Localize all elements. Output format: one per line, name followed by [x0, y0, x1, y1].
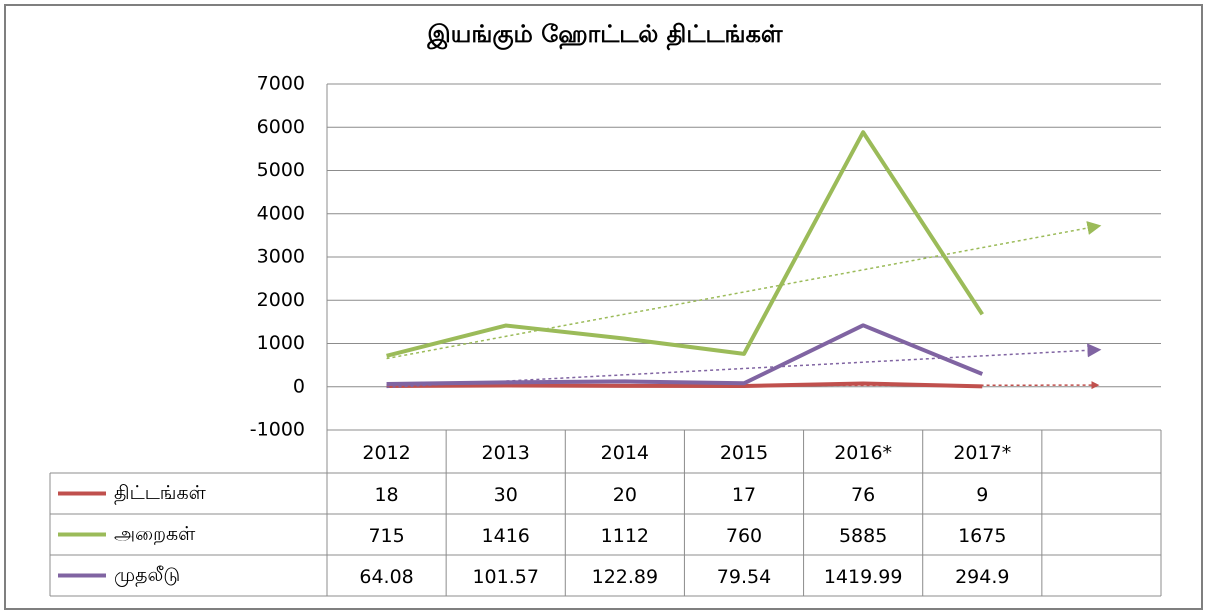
table-value: 1112	[601, 525, 649, 547]
table-value: 30	[494, 484, 518, 506]
legend-label: அறைகள்	[114, 523, 196, 545]
table-value: 79.54	[717, 566, 771, 588]
y-tick-label: 7000	[257, 73, 305, 95]
x-tick-label: 2017*	[953, 442, 1011, 464]
x-tick-label: 2016*	[834, 442, 892, 464]
table-value: 1675	[958, 525, 1006, 547]
frame	[4, 4, 1203, 610]
y-tick-label: 6000	[257, 116, 305, 138]
y-tick-label: -1000	[250, 419, 305, 441]
chart-title: இயங்கும் ஹோட்டல் திட்டங்கள்	[426, 20, 783, 51]
series-line	[386, 381, 983, 389]
trend-line	[386, 343, 1102, 389]
legend-label: முதலீடு	[114, 564, 180, 587]
series-line	[386, 130, 984, 358]
x-tick-label: 2013	[482, 442, 530, 464]
y-tick-label: 3000	[257, 246, 305, 268]
table-value: 1416	[482, 525, 530, 547]
table-value: 20	[613, 484, 637, 506]
y-tick-label: 2000	[257, 289, 305, 311]
table-value: 18	[374, 484, 398, 506]
table-value: 715	[368, 525, 404, 547]
x-tick-label: 2012	[362, 442, 410, 464]
table-value: 101.57	[472, 566, 538, 588]
table-value: 76	[851, 484, 875, 506]
table-value: 1419.99	[824, 566, 903, 588]
x-tick-label: 2015	[720, 442, 768, 464]
y-tick-label: 0	[293, 375, 305, 397]
table-value: 122.89	[592, 566, 658, 588]
table-value: 9	[976, 484, 988, 506]
table-value: 64.08	[359, 566, 413, 588]
x-tick-label: 2014	[601, 442, 649, 464]
table-value: 294.9	[955, 566, 1009, 588]
trend-line	[386, 221, 1102, 360]
y-tick-label: 5000	[257, 159, 305, 181]
table-value: 760	[726, 525, 762, 547]
y-tick-label: 4000	[257, 202, 305, 224]
table-value: 17	[732, 484, 756, 506]
series-line	[386, 323, 984, 386]
y-tick-label: 1000	[257, 332, 305, 354]
legend-label: திட்டங்கள்	[114, 482, 207, 505]
table-value: 5885	[839, 525, 887, 547]
